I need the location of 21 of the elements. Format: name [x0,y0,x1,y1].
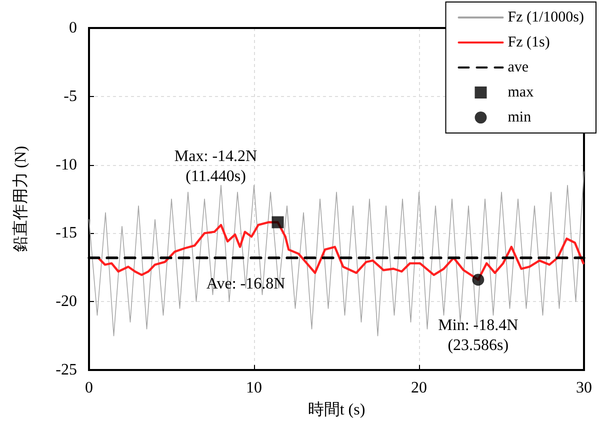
x-tick-label: 10 [246,380,262,396]
legend-label: min [508,110,532,126]
annotation: Min: -18.4N (23.586s) [438,317,519,354]
y-axis-title: 鉛直作用力 (N) [12,146,30,252]
legend-label: ave [508,60,529,76]
y-tick-label: -15 [56,224,77,242]
legend-label: Fz (1s) [508,34,550,50]
line-series [88,171,584,336]
x-axis-title: 時間t (s) [308,400,366,418]
annotation: Ave: -16.8N [206,275,286,292]
x-tick-label: 20 [411,380,427,396]
y-tick-label: -10 [56,156,77,174]
x-tick-label: 30 [576,380,592,396]
y-tick-label: 0 [69,20,77,36]
legend-label: max [508,84,534,100]
y-tick-label: -25 [56,362,77,378]
legend-label: Fz (1/1000s) [508,10,584,26]
x-tick-label: 0 [85,380,93,396]
y-tick-label: -20 [56,293,77,310]
annotation: Max: -14.2N (11.440s) [174,148,258,185]
y-tick-label: -5 [64,88,77,105]
